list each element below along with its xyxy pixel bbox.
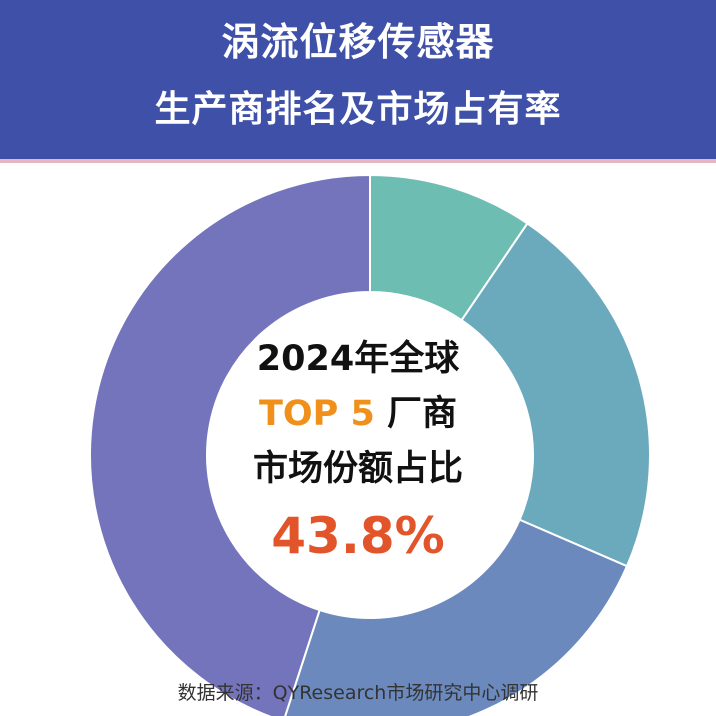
title-banner: 涡流位移传感器 生产商排名及市场占有率 — [0, 0, 716, 163]
center-label-year: 2024年全球 — [256, 339, 460, 379]
title-line-2: 生产商排名及市场占有率 — [154, 89, 562, 130]
source-note: 数据来源：QYResearch市场研究中心调研 — [177, 682, 539, 704]
donut-hole — [207, 292, 533, 618]
center-value: 43.8% — [271, 507, 445, 565]
title-line-1: 涡流位移传感器 — [221, 20, 495, 64]
center-label-top5: TOP 5 厂商 — [208, 392, 508, 436]
top5-highlight: TOP 5 — [258, 394, 375, 434]
center-label-share: 市场份额占比 — [252, 449, 463, 489]
top5-rest: 厂商 — [374, 394, 457, 434]
